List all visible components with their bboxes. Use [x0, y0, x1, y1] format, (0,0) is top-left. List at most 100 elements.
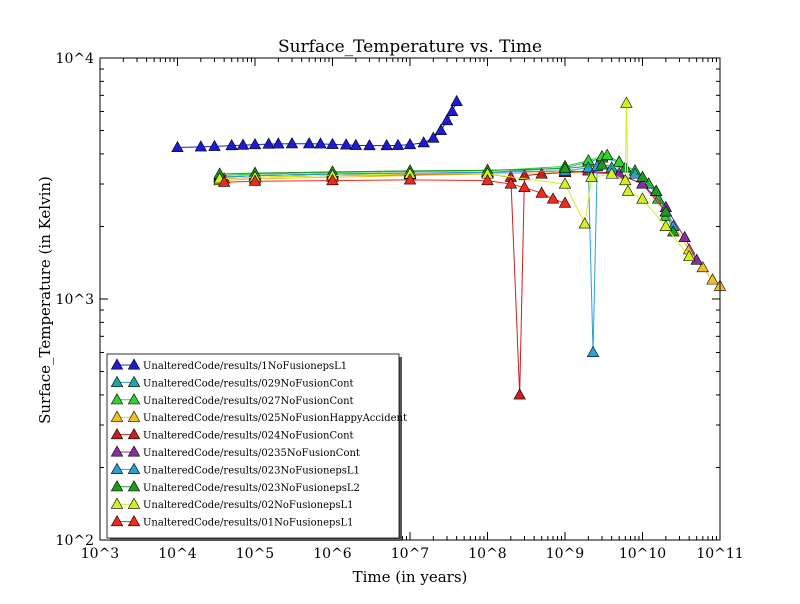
data-point [595, 158, 609, 170]
data-point [427, 131, 440, 143]
legend-label: UnalteredCode/results/027NoFusionCont [143, 396, 354, 407]
series-2 [213, 148, 673, 221]
data-point [248, 138, 262, 150]
series-8 [213, 96, 696, 262]
legend-marker [110, 497, 124, 509]
data-point [636, 192, 649, 204]
data-point [535, 167, 548, 179]
legend-label: UnalteredCode/results/023NoFusionepsL1 [143, 465, 360, 476]
data-point [326, 173, 339, 186]
legend-item: UnalteredCode/results/1NoFusionepsL1 [110, 358, 347, 372]
data-point [403, 173, 417, 185]
data-point [194, 140, 208, 152]
data-point [504, 177, 518, 189]
legend-marker [127, 427, 141, 440]
data-point [696, 260, 710, 273]
legend-marker [110, 514, 124, 527]
legend-marker [110, 393, 124, 405]
legend-marker [110, 375, 124, 387]
data-point [659, 219, 673, 231]
legend-label: UnalteredCode/results/01NoFusionepsL1 [143, 518, 354, 529]
legend-marker [127, 410, 141, 422]
data-point [518, 180, 531, 193]
data-point [619, 173, 632, 186]
legend-marker [127, 393, 141, 405]
x-axis-label: Time (in years) [353, 568, 468, 586]
series-9 [217, 173, 572, 208]
data-point [403, 138, 417, 150]
legend: UnalteredCode/results/1NoFusionepsL1 Unal… [106, 353, 407, 541]
data-point [248, 174, 262, 186]
data-point [558, 161, 572, 173]
legend-marker [110, 427, 124, 440]
data-point [513, 388, 526, 400]
series-0 [171, 94, 463, 153]
series-line [177, 101, 458, 149]
data-point [636, 177, 649, 189]
legend-marker [110, 358, 124, 370]
data-point [314, 137, 327, 149]
legend-marker [110, 445, 124, 457]
data-point [586, 345, 600, 357]
legend-marker [127, 514, 141, 527]
legend-label: UnalteredCode/results/024NoFusionCont [143, 431, 354, 442]
series-6 [213, 159, 680, 357]
legend-marker [127, 462, 141, 474]
data-point [236, 138, 250, 150]
legend-marker [127, 358, 141, 370]
legend-item: UnalteredCode/results/023NoFusionepsL2 [110, 480, 360, 494]
data-point [349, 138, 363, 150]
data-point [612, 155, 626, 167]
legend-label: UnalteredCode/results/029NoFusionCont [143, 378, 354, 389]
data-point [391, 138, 405, 150]
data-point [636, 170, 649, 182]
data-point [445, 104, 459, 116]
data-point [706, 273, 719, 285]
legend-item: UnalteredCode/results/025NoFusionHappyAc… [110, 410, 407, 424]
legend-label: UnalteredCode/results/023NoFusionepsL2 [143, 483, 360, 494]
data-point [535, 186, 548, 198]
series-5 [213, 164, 703, 265]
data-point [450, 94, 463, 106]
data-point [171, 140, 184, 153]
legend-marker [127, 497, 141, 509]
data-point [434, 123, 448, 136]
legend-label: UnalteredCode/results/025NoFusionHappyAc… [143, 413, 407, 424]
data-point [518, 169, 531, 181]
data-point [302, 137, 316, 149]
data-point [546, 192, 560, 204]
series-line [219, 171, 721, 287]
x-tick-label: 10^6 [313, 546, 352, 562]
legend-marker [110, 480, 124, 492]
data-point [225, 138, 238, 151]
legend-item: UnalteredCode/results/023NoFusionepsL1 [110, 462, 360, 476]
x-tick-label: 10^5 [236, 546, 274, 562]
data-point [217, 175, 231, 187]
data-point [363, 138, 376, 151]
legend-label: UnalteredCode/results/1NoFusionepsL1 [143, 361, 347, 372]
data-point [612, 167, 626, 179]
chart-title: Surface_Temperature vs. Time [278, 37, 542, 57]
y-tick-label: 10^2 [56, 533, 94, 549]
data-point [285, 137, 299, 149]
x-tick-label: 10^8 [468, 546, 506, 562]
x-tick-label: 10^4 [158, 546, 197, 562]
data-point [678, 230, 691, 242]
series-line [219, 165, 674, 353]
series-line [224, 179, 566, 204]
legend-box [106, 353, 400, 539]
legend-marker [127, 480, 141, 492]
data-point [659, 205, 673, 217]
y-tick-label: 10^3 [56, 292, 94, 308]
x-tick-label: 10^3 [81, 546, 119, 562]
data-point [649, 184, 663, 196]
y-tick-label: 10^4 [56, 51, 95, 67]
x-tick-label: 10^10 [619, 546, 666, 562]
legend-item: UnalteredCode/results/029NoFusionCont [110, 375, 354, 389]
legend-item: UnalteredCode/results/027NoFusionCont [110, 393, 354, 407]
legend-item: UnalteredCode/results/024NoFusionCont [110, 427, 354, 442]
y-axis-label: Surface_Temperature (in Kelvin) [36, 176, 54, 424]
data-point [262, 137, 275, 149]
